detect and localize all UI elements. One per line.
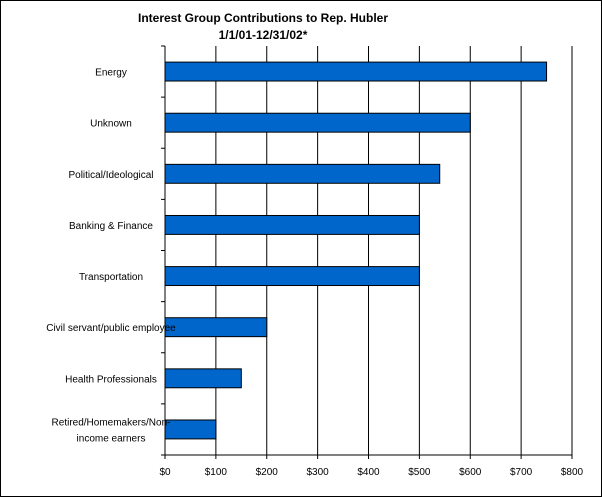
bar xyxy=(164,112,471,133)
category-label: Civil servant/public employee xyxy=(46,323,176,334)
chart-subtitle: 1/1/01-12/31/02* xyxy=(219,28,308,42)
x-tick-label: $0 xyxy=(159,467,171,478)
chart-title: Interest Group Contributions to Rep. Hub… xyxy=(138,11,388,25)
x-tick-label: $100 xyxy=(205,467,228,478)
x-tick-label: $800 xyxy=(561,467,584,478)
category-label: Health Professionals xyxy=(65,374,157,385)
category-label-line: Banking & Finance xyxy=(69,221,153,232)
category-label-line: Retired/Homemakers/Non- xyxy=(52,417,171,428)
x-tick-label: $600 xyxy=(459,467,482,478)
x-tick-label: $700 xyxy=(510,467,533,478)
category-label: Political/Ideological xyxy=(68,170,153,181)
x-tick-label: $300 xyxy=(307,467,330,478)
bar xyxy=(164,214,420,235)
category-label: Transportation xyxy=(79,272,143,283)
category-label: Retired/Homemakers/Non-income earners xyxy=(52,417,171,444)
category-label-line: Unknown xyxy=(90,119,132,130)
x-tick-label: $200 xyxy=(256,467,279,478)
bars xyxy=(164,61,548,440)
x-tick-label: $500 xyxy=(408,467,431,478)
bar xyxy=(164,419,217,440)
category-labels: Energy Unknown Political/Ideological Bankin… xyxy=(46,68,176,445)
bar xyxy=(164,163,441,184)
category-label: Energy xyxy=(95,68,127,79)
bar xyxy=(164,61,548,82)
bar xyxy=(164,368,242,389)
bar xyxy=(164,266,420,287)
category-label-line: Energy xyxy=(95,68,127,79)
category-label-line: income earners xyxy=(77,433,146,444)
x-tick-label: $400 xyxy=(357,467,380,478)
bar xyxy=(164,317,268,338)
category-label-line: Health Professionals xyxy=(65,374,157,385)
category-label-line: Political/Ideological xyxy=(68,170,153,181)
axes xyxy=(161,45,573,459)
category-label-line: Transportation xyxy=(79,272,143,283)
category-label: Banking & Finance xyxy=(69,221,153,232)
category-label-line: Civil servant/public employee xyxy=(46,323,176,334)
category-label: Unknown xyxy=(90,119,132,130)
x-tick-labels: $0 $100 $200 $300 $400 $500 $600 $700 $800 xyxy=(159,467,583,478)
